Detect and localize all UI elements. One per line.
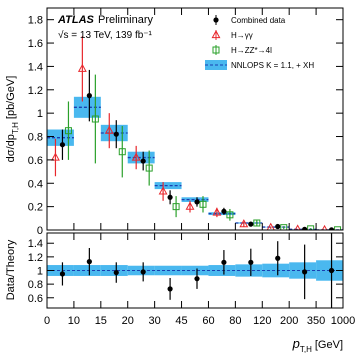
data-point <box>294 224 301 230</box>
x-tick-label: 60 <box>202 315 214 327</box>
data-point <box>77 63 87 72</box>
theory-band <box>73 96 101 118</box>
frame <box>46 7 344 231</box>
x-tick-label: 350 <box>307 315 325 327</box>
x-tick-label: 20 <box>122 315 134 327</box>
data-point <box>51 152 60 161</box>
ratio-point <box>248 259 254 265</box>
legend-marker <box>211 29 221 39</box>
data-point <box>199 200 207 208</box>
ratio-y-tick-label: 1 <box>37 266 43 278</box>
y-tick-label: 1.6 <box>28 38 43 50</box>
ratio-point <box>167 286 173 292</box>
legend-marker <box>213 17 219 23</box>
experiment: ATLAS <box>57 14 95 26</box>
data-point <box>185 201 195 210</box>
legend-label: H→ZZ*→4l <box>231 46 272 55</box>
legend-marker <box>212 46 220 54</box>
data-point <box>253 219 261 227</box>
x-tick-label: 45 <box>175 315 187 327</box>
data-point <box>248 221 254 227</box>
data-point <box>131 152 141 161</box>
data-point <box>104 125 114 134</box>
y-tick-label: 1 <box>37 108 43 120</box>
data-point <box>140 158 146 164</box>
ratio-point <box>328 267 335 274</box>
theory-band <box>181 197 209 202</box>
theory-band <box>127 151 155 164</box>
y-tick-label: 0 <box>37 225 43 237</box>
x-tick-label: 15 <box>95 315 107 327</box>
x-tick-label: 80 <box>229 315 241 327</box>
x-tick-label: 0 <box>44 315 50 327</box>
data-point <box>145 164 153 172</box>
data-point <box>321 224 328 230</box>
y-tick-label: 1.8 <box>28 15 43 27</box>
data-point <box>64 127 72 135</box>
data-point <box>86 93 92 99</box>
ratio-y-tick-label: 0.8 <box>28 279 43 291</box>
x-tick-label: 10 <box>68 315 80 327</box>
y-label: dσ/dpT,H[pb/GeV] <box>5 76 20 163</box>
x-tick-label: 1000 <box>331 315 355 327</box>
energy: √s = 13 TeV, 139 fb⁻¹ <box>58 29 153 41</box>
ratio-point <box>140 269 146 275</box>
data-point <box>172 203 180 211</box>
status: Preliminary <box>98 14 154 26</box>
data-point <box>91 115 99 123</box>
ratio-point <box>113 269 119 276</box>
data-point <box>328 227 335 230</box>
legend-label: H→γγ <box>231 31 253 40</box>
y-tick-label: 0.6 <box>28 155 43 167</box>
data-point <box>113 131 119 137</box>
data-point <box>302 226 308 230</box>
x-tick-label: 30 <box>149 315 161 327</box>
data-point <box>212 207 222 216</box>
data-point <box>167 194 173 200</box>
ratio-y-tick-label: 1.4 <box>28 238 43 250</box>
y-tick-label: 1.2 <box>28 85 43 97</box>
data-point <box>239 219 249 228</box>
data-point <box>266 222 275 230</box>
y-tick-label: 0.2 <box>28 202 43 214</box>
data-point <box>221 208 227 214</box>
data-point <box>158 186 168 195</box>
data-point <box>275 223 281 230</box>
ratio-y-tick-label: 0.6 <box>28 293 43 305</box>
data-point <box>118 148 126 156</box>
x-tick-label: 120 <box>253 315 271 327</box>
ratio-point <box>86 259 92 265</box>
legend-label: NNLOPS K = 1.1, + XH <box>231 61 314 70</box>
ratio-band <box>208 265 236 276</box>
theory-band <box>208 212 236 216</box>
y-tick-label: 0.4 <box>28 178 43 190</box>
ratio-y-tick-label: 1.2 <box>28 252 43 264</box>
legend-label: Combined data <box>231 16 286 25</box>
x-tick-label: 200 <box>280 315 298 327</box>
y-tick-label: 0.8 <box>28 132 43 144</box>
ratio-point <box>59 271 66 277</box>
ratio-point <box>302 269 308 275</box>
data-point <box>280 224 288 230</box>
ratio-y-label: Data/Theory <box>5 239 17 300</box>
ratio-point <box>275 255 281 261</box>
ratio-band <box>262 263 290 278</box>
ratio-point <box>194 276 200 282</box>
x-label: pT,H [GeV] <box>292 336 343 354</box>
theory-band <box>154 182 182 190</box>
ratio-band <box>47 265 74 276</box>
data-point <box>226 211 234 219</box>
data-point <box>194 199 200 205</box>
y-tick-label: 1.4 <box>28 61 43 73</box>
data-point <box>307 225 315 230</box>
data-point <box>59 142 66 148</box>
ratio-point <box>221 259 227 265</box>
